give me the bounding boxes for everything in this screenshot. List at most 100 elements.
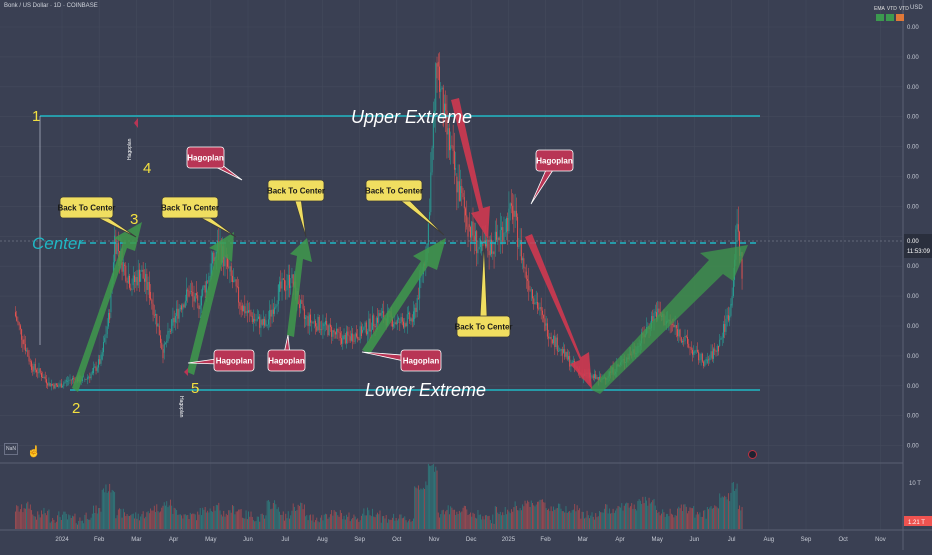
volume-bar xyxy=(282,511,284,529)
last-price-tag[interactable] xyxy=(904,234,932,258)
volume-bar xyxy=(204,506,206,529)
volume-bar xyxy=(205,512,207,529)
callout-box[interactable] xyxy=(267,349,306,372)
hagoplan-callout[interactable]: Hagoplan xyxy=(187,154,224,163)
candle-body xyxy=(93,367,95,374)
point-label-3[interactable]: 3 xyxy=(130,211,138,228)
volume-tag[interactable] xyxy=(904,516,932,526)
callout-box[interactable] xyxy=(267,179,325,202)
volume-bar xyxy=(575,511,577,529)
volume-bar xyxy=(546,509,548,529)
volume-bar xyxy=(369,515,371,529)
point-label-1[interactable]: 1 xyxy=(32,108,40,125)
callout-box[interactable] xyxy=(400,349,442,372)
callout-box[interactable] xyxy=(186,146,225,169)
volume-bar xyxy=(669,508,671,529)
volume-bar xyxy=(390,519,392,529)
volume-bar xyxy=(244,518,246,529)
hand-cursor-icon[interactable]: ☝ xyxy=(27,446,41,458)
hagoplan-callout[interactable]: Hagoplan xyxy=(268,357,305,366)
candle-body xyxy=(72,378,73,381)
candle-body xyxy=(254,318,256,321)
upper-extreme-label[interactable]: Upper Extreme xyxy=(351,107,472,127)
back-to-center-callout[interactable]: Back To Center xyxy=(365,187,423,196)
volume-bar xyxy=(479,514,481,529)
price-scale-unit[interactable]: USD xyxy=(910,5,923,11)
candle-body xyxy=(481,241,483,252)
green-arrow-4[interactable] xyxy=(362,238,446,354)
volume-bar xyxy=(696,511,698,529)
candle-body xyxy=(213,252,215,262)
hagoplan-callout[interactable]: Hagoplan xyxy=(536,157,573,166)
point-label-4[interactable]: 4 xyxy=(143,160,151,177)
candle-body xyxy=(337,328,339,332)
candle-body xyxy=(91,371,93,374)
red-arrow-2[interactable] xyxy=(525,234,592,389)
volume-bar xyxy=(374,517,376,529)
candle-body xyxy=(432,117,434,149)
candle-body xyxy=(546,323,548,337)
callout-box[interactable] xyxy=(456,315,511,338)
volume-bar xyxy=(456,511,458,529)
callout-box[interactable] xyxy=(59,196,114,219)
volume-bar xyxy=(436,470,438,529)
nav-button[interactable]: NaN xyxy=(4,443,18,455)
callout-box[interactable] xyxy=(535,149,574,172)
back-to-center-callout[interactable]: Back To Center xyxy=(454,323,512,332)
candle-body xyxy=(359,326,361,341)
candle-body xyxy=(457,181,459,193)
hagoplan-vertical-label: Hagoplan xyxy=(178,396,184,418)
candle-body xyxy=(158,325,160,336)
candle-body xyxy=(404,323,406,328)
volume-bar xyxy=(634,508,636,529)
green-arrow-3[interactable] xyxy=(287,238,312,337)
event-marker-icon[interactable] xyxy=(748,450,757,459)
back-to-center-callout[interactable]: Back To Center xyxy=(267,187,325,196)
volume-bar xyxy=(305,516,307,529)
candle-body xyxy=(539,307,541,310)
candle-body xyxy=(530,289,532,291)
candle-body xyxy=(316,326,318,331)
point-label-2[interactable]: 2 xyxy=(72,400,80,417)
hagoplan-callout[interactable]: Hagoplan xyxy=(216,357,253,366)
center-label[interactable]: Center xyxy=(32,234,84,253)
candle-body xyxy=(42,377,44,378)
volume-bar xyxy=(202,507,204,529)
point-label-5[interactable]: 5 xyxy=(191,380,199,397)
volume-bar xyxy=(487,516,489,529)
candle-body xyxy=(493,251,495,255)
back-to-center-callout[interactable]: Back To Center xyxy=(161,204,219,213)
hagoplan-callout[interactable]: Hagoplan xyxy=(403,357,440,366)
volume-bar xyxy=(289,518,290,529)
callout-box[interactable] xyxy=(161,196,219,219)
back-to-center-callout[interactable]: Back To Center xyxy=(57,204,115,213)
candle-body xyxy=(238,287,240,303)
candle-body xyxy=(124,264,126,266)
volume-bar xyxy=(434,471,435,529)
lower-extreme-label[interactable]: Lower Extreme xyxy=(365,380,486,400)
red-arrow-1[interactable] xyxy=(451,98,490,239)
candle-body xyxy=(115,237,117,254)
volume-bar xyxy=(440,514,442,529)
candle-body xyxy=(716,345,718,352)
callout-box[interactable] xyxy=(365,179,423,202)
candle-body xyxy=(168,331,170,332)
volume-bar xyxy=(89,519,91,529)
volume-bar xyxy=(384,518,386,529)
candle-body xyxy=(685,335,687,337)
volume-bar xyxy=(313,522,315,529)
volume-bar xyxy=(183,514,185,529)
candle-body xyxy=(171,319,173,332)
candle-body xyxy=(689,347,691,348)
volume-bar xyxy=(437,512,439,529)
last-price-value: 0.00 xyxy=(907,239,919,245)
green-arrow-2[interactable] xyxy=(187,232,234,375)
volume-bar xyxy=(260,514,262,529)
volume-bar xyxy=(224,516,226,529)
green-arrow-1[interactable] xyxy=(72,222,142,392)
volume-bar xyxy=(91,513,93,529)
green-arrow-5[interactable] xyxy=(590,245,748,394)
candle-body xyxy=(142,269,144,279)
callout-box[interactable] xyxy=(213,349,255,372)
